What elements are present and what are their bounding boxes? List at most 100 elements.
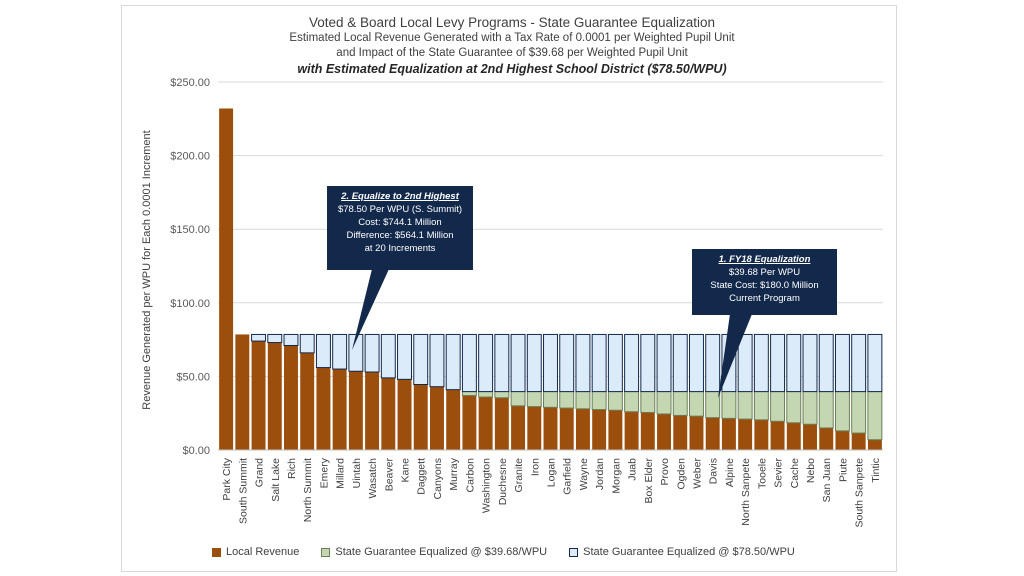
callout-1-line: Current Program (729, 293, 800, 304)
bar-equalized-7850 (251, 333, 267, 342)
legend-item-local-revenue: Local Revenue (212, 546, 299, 558)
bar-equalized-7850 (867, 333, 883, 393)
bar-equalized-3968 (689, 391, 704, 417)
bar-equalized-7850 (834, 333, 850, 393)
x-tick-label: Emery (318, 457, 330, 488)
bar-equalized-3968 (656, 391, 672, 415)
bar-equalized-3968 (770, 391, 786, 422)
bar-equalized-7850 (851, 333, 867, 393)
x-tick-label: Daggett (416, 458, 428, 495)
x-tick-label: Garfield (562, 458, 574, 495)
bar-local-revenue (705, 417, 720, 450)
callout-2-line: Difference: $564.1 Million (346, 230, 454, 241)
callout-2-line: at 20 Increments (364, 243, 436, 254)
callout-1-line: State Cost: $180.0 Million (710, 280, 819, 291)
x-tick-label: Rich (286, 458, 298, 479)
x-tick-label: Washington (481, 458, 493, 513)
bar-equalized-3968 (624, 391, 640, 413)
legend-label-eq2: State Guarantee Equalized @ $78.50/WPU (583, 546, 795, 558)
chart-subtitle-3: with Estimated Equalization at 2nd Highe… (297, 62, 727, 76)
bar-local-revenue (867, 439, 882, 450)
bar-equalized-7850 (413, 333, 429, 385)
bar-local-revenue (803, 424, 817, 450)
x-tick-label: Beaver (383, 458, 395, 492)
bar-equalized-7850 (510, 333, 526, 393)
bar-equalized-3968 (802, 391, 818, 425)
bar-local-revenue (835, 430, 850, 450)
x-tick-label: Salt Lake (270, 458, 282, 502)
x-tick-label: Granite (513, 458, 525, 493)
bar-equalized-7850 (445, 333, 461, 391)
bar-local-revenue (251, 341, 266, 450)
bar-local-revenue (511, 405, 526, 450)
y-tick-label: $100.00 (170, 298, 210, 310)
bar-local-revenue (316, 367, 331, 450)
bar-equalized-3968 (494, 391, 510, 399)
x-tick-label: South Summit (237, 458, 249, 524)
x-tick-label: North Sanpete (740, 458, 752, 526)
bar-equalized-7850 (624, 333, 640, 393)
bar-equalized-7850 (299, 333, 315, 354)
bar-local-revenue (575, 408, 590, 450)
legend-swatch-local (212, 547, 221, 557)
bar-equalized-7850 (656, 333, 672, 393)
x-tick-label: Piute (837, 458, 849, 482)
y-tick-label: $0.00 (182, 445, 210, 457)
bar-equalized-7850 (526, 333, 542, 393)
legend-label-local: Local Revenue (226, 546, 300, 558)
bar-equalized-3968 (867, 391, 883, 441)
bar-local-revenue (413, 384, 428, 450)
bar-equalized-7850 (705, 333, 721, 393)
x-tick-label: Ogden (675, 458, 687, 490)
x-tick-label: Canyons (432, 458, 444, 499)
bar-equalized-3968 (672, 391, 688, 416)
x-tick-label: Jordan (594, 458, 606, 490)
bar-equalized-7850 (283, 333, 299, 346)
bar-local-revenue (332, 369, 347, 450)
bar-equalized-7850 (672, 333, 688, 393)
bar-local-revenue (770, 421, 785, 450)
legend-label-eq1: State Guarantee Equalized @ $39.68/WPU (335, 546, 548, 558)
x-tick-label: Wayne (578, 458, 590, 490)
bar-local-revenue (673, 415, 688, 450)
chart-subtitle-1: Estimated Local Revenue Generated with a… (289, 32, 735, 44)
bar-equalized-7850 (591, 333, 607, 393)
bar-equalized-3968 (526, 391, 542, 408)
callout-2-line: Cost: $744.1 Million (358, 217, 442, 228)
bar-equalized-7850 (559, 333, 575, 393)
bar-equalized-7850 (689, 333, 704, 393)
bar-equalized-3968 (834, 391, 850, 432)
bar-equalized-3968 (591, 391, 607, 411)
bar-equalized-3968 (559, 391, 575, 409)
x-tick-label: South Sanpete (854, 458, 866, 528)
chart-subtitle-2: and Impact of the State Guarantee of $39… (336, 47, 688, 59)
bar-equalized-7850 (640, 333, 656, 393)
bar-local-revenue (348, 371, 363, 450)
bar-local-revenue (608, 410, 623, 450)
bar-equalized-3968 (640, 391, 656, 413)
bar-equalized-3968 (543, 391, 558, 408)
bar-equalized-3968 (753, 391, 769, 421)
bar-equalized-7850 (478, 333, 494, 393)
bar-equalized-3968 (737, 391, 753, 420)
bar-local-revenue (527, 406, 542, 450)
bar-local-revenue (397, 379, 412, 450)
y-tick-label: $50.00 (176, 371, 210, 383)
x-tick-label: Tintic (870, 458, 882, 483)
bar-equalized-7850 (332, 333, 348, 370)
bar-local-revenue (721, 418, 736, 450)
x-tick-label: Provo (659, 458, 671, 486)
x-tick-label: Uintah (351, 458, 363, 489)
bar-local-revenue (543, 407, 558, 450)
x-tick-label: Juab (627, 458, 639, 481)
bar-equalized-3968 (607, 391, 623, 411)
y-tick-label: $200.00 (170, 151, 210, 163)
bar-equalized-7850 (770, 333, 786, 393)
bar-equalized-7850 (575, 333, 591, 393)
bar-equalized-3968 (461, 391, 477, 397)
bar-equalized-7850 (315, 333, 331, 369)
callout-2-heading: 2. Equalize to 2nd Highest (341, 191, 459, 202)
bar-local-revenue (219, 108, 234, 450)
chart-legend: Local Revenue State Guarantee Equalized … (212, 546, 795, 558)
